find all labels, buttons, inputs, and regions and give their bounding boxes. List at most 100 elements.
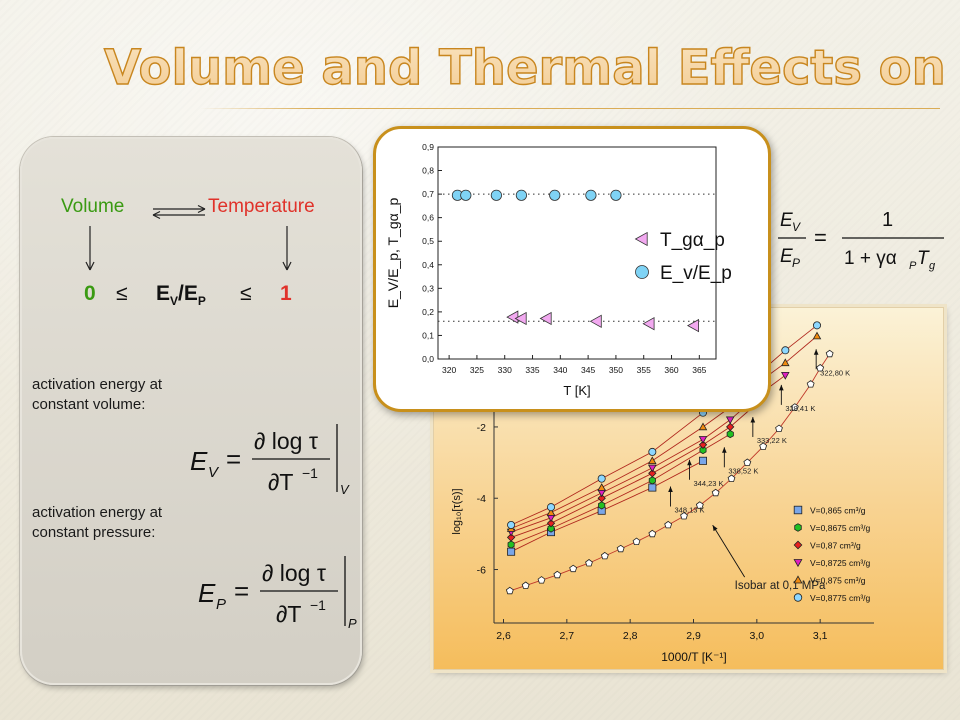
ineq-le-2: ≤ [240, 282, 252, 305]
data-point [680, 512, 688, 520]
data-point [648, 456, 657, 465]
x-tick-label: 2,6 [496, 630, 511, 642]
legend-marker [635, 265, 649, 279]
series-0 [506, 310, 700, 333]
svg-text:V: V [208, 464, 220, 481]
x-tick-label: 335 [525, 365, 539, 375]
ep-description: activation energy at constant pressure: [32, 504, 163, 541]
legend-label: V=0,8725 cm³/g [810, 558, 871, 568]
x-axis-label: T [K] [563, 383, 590, 398]
x-tick-label: 330 [498, 365, 512, 375]
data-point [781, 358, 790, 367]
x-tick-label: 365 [692, 365, 706, 375]
data-point [585, 189, 597, 201]
fit-curve [510, 433, 731, 546]
legend-marker [794, 523, 802, 532]
data-point [505, 586, 514, 595]
x-tick-label: 345 [581, 365, 595, 375]
plot-frame [437, 146, 717, 360]
data-point [598, 501, 606, 510]
svg-text:1 + γα: 1 + γα [844, 248, 897, 269]
data-point [490, 189, 502, 201]
data-point [507, 520, 516, 529]
x-tick-label: 2,8 [623, 630, 638, 642]
data-point [781, 372, 790, 380]
y-tick-label: 0,0 [422, 354, 434, 364]
svg-text:∂T: ∂T [276, 601, 301, 627]
arrowhead-icon [813, 349, 819, 355]
y-tick-label: 0,6 [422, 213, 434, 223]
data-point [664, 520, 673, 529]
data-point [726, 422, 735, 432]
x-tick-label: 320 [442, 365, 456, 375]
svg-text:∂ log τ: ∂ log τ [254, 428, 318, 454]
legend-marker [634, 231, 648, 247]
annotation-label: 328,41 K [785, 404, 815, 413]
ineq-one: 1 [280, 282, 292, 305]
legend-marker [793, 593, 803, 602]
data-point [698, 440, 708, 449]
arrow-right-icon [197, 204, 206, 214]
svg-text:∂ log τ: ∂ log τ [262, 560, 326, 586]
legend-label: E_v/E_p [660, 263, 732, 284]
arrow-left-icon [152, 210, 161, 220]
data-point [698, 422, 708, 431]
title-text: Volume and Thermal Effects on τα [104, 29, 960, 106]
data-point [507, 547, 516, 556]
data-point [549, 189, 561, 201]
svg-text:E: E [190, 446, 208, 476]
arrowhead-icon [721, 447, 727, 453]
svg-text:E: E [780, 210, 793, 231]
slide-title: Volume and Thermal Effects on τα [103, 29, 960, 106]
ineq-zero: 0 [84, 282, 96, 305]
inset-plot-panel: 320 325 330 335 340 345 350 355 360 365 0,0 0,1 0,2 0… [373, 126, 771, 412]
x-tick-label: 2,7 [560, 630, 575, 642]
data-point [585, 559, 593, 567]
y-axis-label: log₁₀[τ(s)] [451, 488, 463, 534]
data-point [695, 501, 704, 509]
data-point [698, 456, 707, 465]
x-tick-label: 3,0 [750, 630, 765, 642]
x-tick-label: 360 [664, 365, 678, 375]
data-point [711, 488, 720, 497]
y-tick-label: -2 [477, 422, 486, 434]
data-point [726, 430, 734, 439]
ratio-formula: E V E P = 1 1 + γα P T g [778, 209, 944, 272]
x-tick-label: 340 [553, 365, 567, 375]
annotation-arrow [712, 524, 746, 578]
legend: V=0,865 cm³/g V=0,8675 cm³/g V=0,87 cm³/g V… [793, 505, 871, 603]
legend-label: V=0,87 cm³/g [810, 541, 861, 551]
data-point [597, 474, 606, 483]
data-point [648, 483, 657, 492]
data-point [597, 489, 606, 498]
data-point [547, 524, 555, 533]
svg-text:T: T [917, 248, 930, 269]
data-point [642, 317, 655, 331]
data-point [812, 321, 821, 330]
series-2 [506, 397, 763, 542]
svg-text:E: E [780, 246, 793, 267]
data-point [506, 533, 516, 542]
data-point [812, 331, 822, 340]
data-point [515, 189, 527, 201]
svg-text:g: g [929, 260, 936, 272]
legend-label: T_gα_p [660, 230, 725, 251]
data-point [547, 503, 556, 512]
arrow-down-icon [282, 261, 292, 271]
data-point [759, 442, 768, 450]
y-tick-label: 0,9 [422, 142, 434, 152]
legend-label: V=0,865 cm³/g [810, 506, 866, 516]
legend-marker [793, 559, 803, 568]
svg-text:P: P [792, 256, 800, 270]
y-tick-label: 0,3 [422, 283, 434, 293]
data-point [816, 364, 825, 372]
arrowhead-icon [712, 525, 718, 532]
data-point [460, 189, 472, 201]
data-point [569, 564, 578, 573]
arrowhead-icon [750, 416, 756, 423]
y-tick-label: 0,8 [422, 166, 434, 176]
legend-marker [793, 505, 803, 515]
svg-text:P: P [909, 260, 917, 272]
temperature-label: Temperature [208, 196, 315, 217]
svg-text:1: 1 [882, 209, 893, 231]
